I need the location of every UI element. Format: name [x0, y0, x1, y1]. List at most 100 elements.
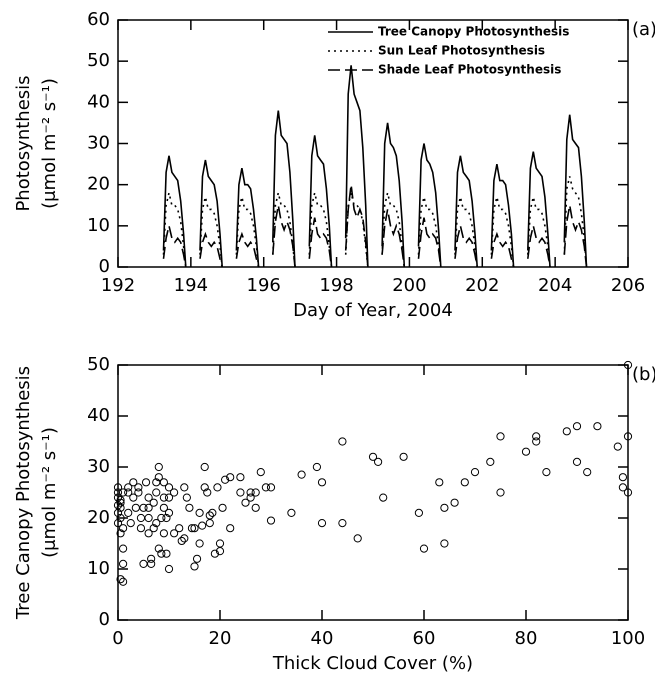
data-point	[460, 478, 469, 487]
data-point	[353, 534, 362, 543]
data-point	[119, 524, 128, 533]
data-point	[399, 452, 408, 461]
data-point	[210, 549, 219, 558]
data-point	[195, 508, 204, 518]
data-point	[119, 488, 128, 497]
y-tick-label: 10	[87, 558, 110, 579]
y-tick-label: 30	[87, 456, 110, 477]
data-point	[136, 513, 146, 523]
legend-label: Shade Leaf Photosynthesis	[378, 63, 561, 77]
y-tick-label: 0	[99, 256, 110, 277]
data-point	[496, 432, 505, 441]
x-tick-label: 206	[611, 275, 645, 296]
data-point	[374, 457, 383, 466]
data-point	[593, 422, 602, 431]
data-line	[162, 65, 588, 268]
y-tick-label: 0	[99, 609, 110, 630]
data-point	[613, 442, 622, 451]
data-point	[113, 519, 123, 528]
x-tick-label: 40	[311, 628, 334, 649]
x-tick-label: 0	[112, 628, 123, 649]
data-point	[124, 488, 133, 497]
data-point	[618, 483, 628, 492]
data-point	[261, 483, 270, 492]
data-point	[180, 483, 189, 492]
data-point	[532, 437, 541, 446]
x-tick-label: 200	[392, 275, 426, 296]
y-tick-label: 20	[87, 507, 110, 528]
data-point	[164, 483, 174, 492]
data-point	[162, 513, 171, 523]
data-point	[144, 513, 153, 523]
data-point	[164, 564, 174, 574]
x-tick-label: 20	[209, 628, 232, 649]
data-point	[134, 483, 143, 492]
data-point	[440, 539, 449, 548]
legend-label: Tree Canopy Photosynthesis	[378, 25, 569, 39]
data-point	[159, 529, 168, 538]
data-point	[221, 475, 230, 484]
x-tick-label: 100	[611, 628, 645, 649]
x-tick-label: 204	[538, 275, 572, 296]
data-point	[440, 503, 449, 512]
x-tick-label: 196	[247, 275, 281, 296]
data-point	[149, 498, 158, 507]
data-point	[379, 493, 388, 502]
plot-frame	[117, 364, 629, 621]
y-axis-label: (μmol m⁻² s⁻¹)	[39, 427, 60, 558]
data-point	[185, 503, 194, 512]
y-tick-label: 30	[87, 133, 110, 154]
data-point	[190, 562, 199, 571]
data-point	[241, 498, 250, 507]
data-point	[195, 539, 204, 548]
data-point	[200, 462, 209, 472]
data-point	[198, 521, 207, 530]
data-point	[623, 360, 633, 370]
data-point	[116, 513, 125, 523]
data-point	[113, 483, 123, 492]
data-point	[266, 516, 276, 525]
x-tick-label: 192	[101, 275, 135, 296]
data-point	[131, 503, 140, 512]
data-point	[226, 524, 235, 533]
data-point	[251, 488, 260, 497]
data-point	[226, 473, 235, 482]
data-point	[192, 554, 202, 563]
data-point	[136, 524, 146, 533]
data-point	[149, 524, 158, 533]
data-point	[134, 488, 143, 497]
data-point	[116, 575, 125, 584]
data-point	[144, 503, 153, 512]
data-point	[144, 529, 153, 538]
data-point	[152, 519, 161, 528]
data-point	[159, 478, 168, 487]
data-point	[215, 547, 225, 556]
data-point	[246, 493, 255, 502]
x-axis-label: Day of Year, 2004	[293, 300, 453, 321]
data-point	[116, 498, 125, 507]
data-point	[208, 508, 217, 518]
data-point	[126, 519, 135, 528]
data-point	[236, 473, 245, 482]
data-point	[246, 488, 255, 497]
data-point	[213, 483, 222, 492]
data-point	[266, 483, 276, 492]
data-point	[236, 488, 245, 497]
data-point	[532, 432, 541, 441]
y-axis-label: Tree Canopy Photosynthesis	[13, 366, 34, 620]
data-point	[572, 457, 582, 466]
data-point	[419, 544, 429, 553]
data-point	[152, 488, 161, 497]
data-point	[317, 478, 327, 487]
y-tick-label: 60	[87, 9, 110, 30]
data-point	[119, 544, 128, 553]
plot-frame	[117, 19, 629, 268]
data-point	[187, 524, 197, 533]
data-point	[190, 524, 199, 533]
data-point	[154, 462, 163, 472]
data-point	[164, 493, 174, 502]
x-axis-label: Thick Cloud Cover (%)	[272, 653, 473, 674]
x-tick-label: 60	[413, 628, 436, 649]
data-point	[141, 478, 151, 487]
data-point	[251, 503, 260, 512]
